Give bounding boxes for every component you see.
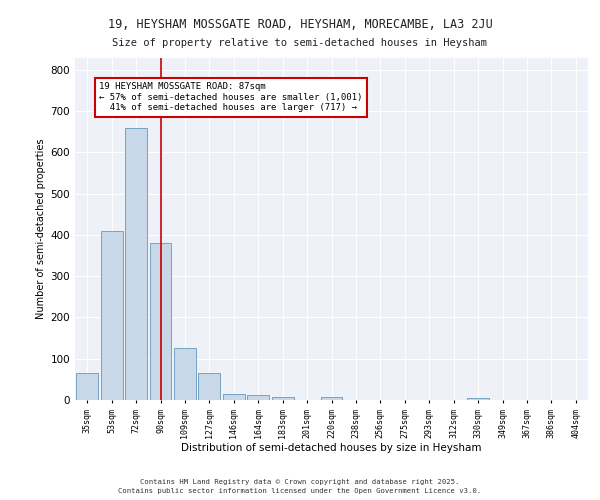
Bar xyxy=(223,394,245,400)
Text: Contains HM Land Registry data © Crown copyright and database right 2025.
Contai: Contains HM Land Registry data © Crown c… xyxy=(118,479,482,494)
Bar xyxy=(247,395,269,400)
Text: 19, HEYSHAM MOSSGATE ROAD, HEYSHAM, MORECAMBE, LA3 2JU: 19, HEYSHAM MOSSGATE ROAD, HEYSHAM, MORE… xyxy=(107,18,493,30)
X-axis label: Distribution of semi-detached houses by size in Heysham: Distribution of semi-detached houses by … xyxy=(181,443,482,453)
Bar xyxy=(272,396,293,400)
Bar xyxy=(149,243,172,400)
Y-axis label: Number of semi-detached properties: Number of semi-detached properties xyxy=(37,138,46,319)
Bar xyxy=(125,128,147,400)
Text: Size of property relative to semi-detached houses in Heysham: Size of property relative to semi-detach… xyxy=(113,38,487,48)
Bar xyxy=(467,398,489,400)
Text: 19 HEYSHAM MOSSGATE ROAD: 87sqm
← 57% of semi-detached houses are smaller (1,001: 19 HEYSHAM MOSSGATE ROAD: 87sqm ← 57% of… xyxy=(100,82,363,112)
Bar xyxy=(199,373,220,400)
Bar xyxy=(76,373,98,400)
Bar xyxy=(320,396,343,400)
Bar xyxy=(101,231,122,400)
Bar xyxy=(174,348,196,400)
